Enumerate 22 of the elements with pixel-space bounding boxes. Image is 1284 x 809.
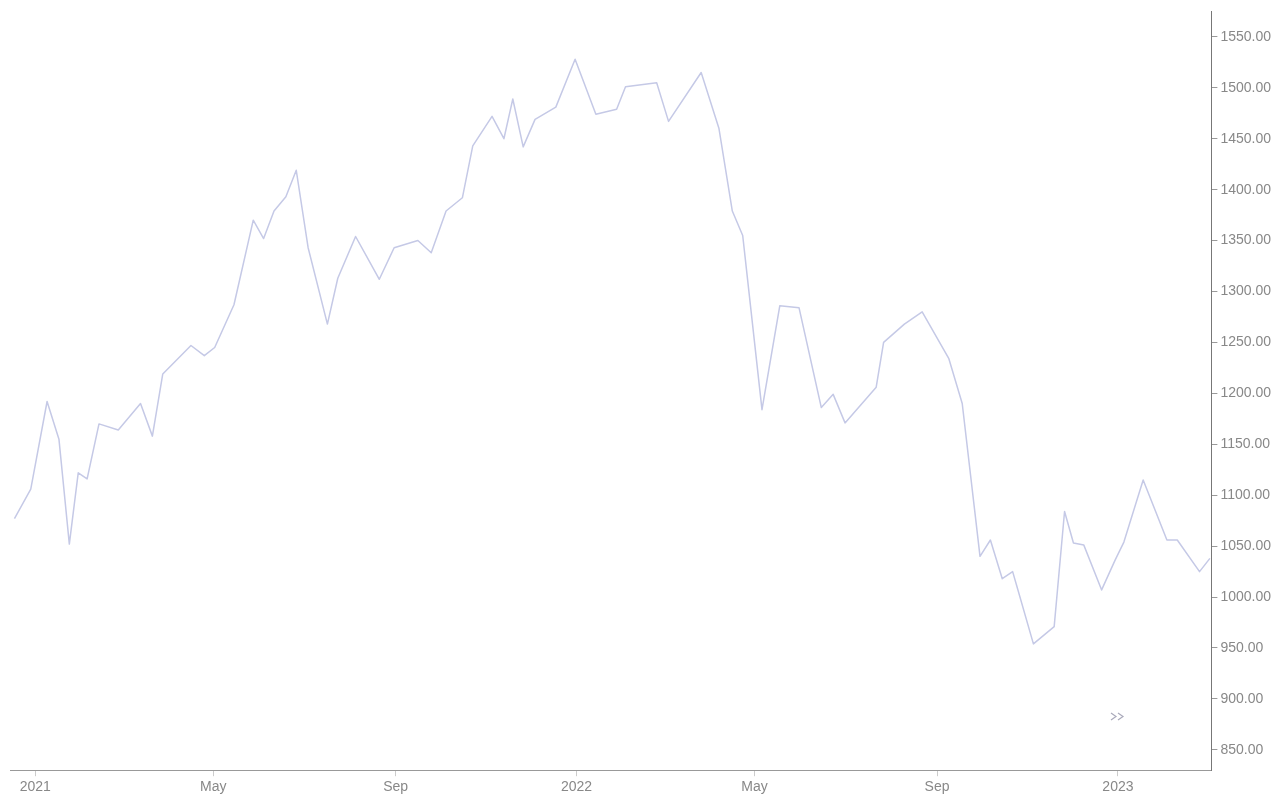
x-tick-label: May (199, 778, 227, 795)
y-tick-label: 1450.00 (1220, 129, 1272, 146)
x-tick-label: May (741, 778, 768, 795)
y-tick-label: 1200.00 (1220, 384, 1272, 401)
y-tick-label: 900.00 (1220, 689, 1264, 706)
y-tick-label: 1000.00 (1220, 587, 1272, 604)
y-tick-label: 1150.00 (1220, 435, 1271, 452)
y-tick-label: 1350.00 (1220, 231, 1272, 248)
y-tick-label: 1100.00 (1220, 486, 1271, 503)
y-tick-label: 950.00 (1220, 638, 1264, 655)
x-tick-label: 2023 (1102, 778, 1134, 795)
y-tick-label: 1050.00 (1220, 536, 1272, 553)
y-tick-label: 1550.00 (1220, 27, 1272, 44)
y-tick-label: 850.00 (1220, 740, 1264, 757)
x-tick-label: 2021 (19, 778, 51, 795)
x-tick-label: Sep (924, 778, 950, 795)
y-tick-label: 1500.00 (1220, 78, 1272, 95)
x-tick-label: 2022 (561, 778, 593, 795)
x-tick-label: Sep (383, 778, 409, 795)
y-tick-label: 1400.00 (1220, 180, 1272, 197)
y-tick-label: 1250.00 (1220, 333, 1272, 350)
y-tick-label: 1300.00 (1220, 282, 1272, 299)
